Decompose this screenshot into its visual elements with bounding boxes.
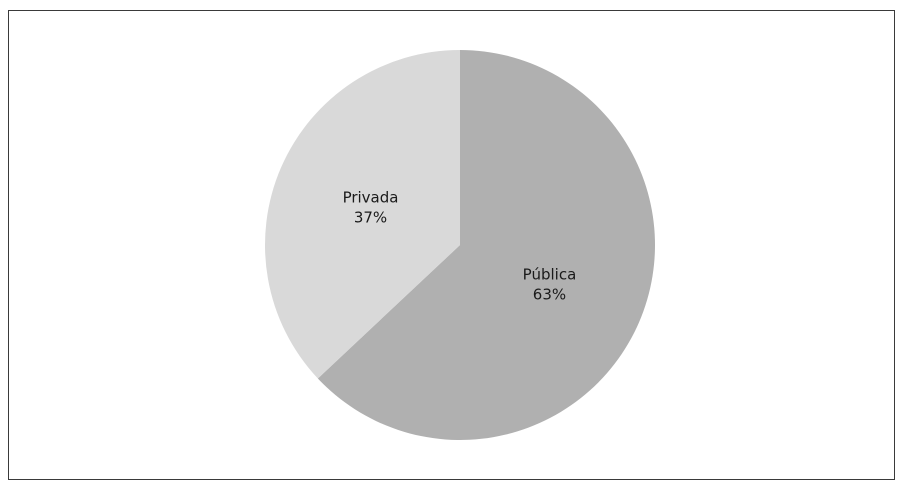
pie-slice-pública [317,50,655,440]
pie-slice-label: Privada 37% [343,188,399,226]
pie-slice-label: Pública 63% [523,266,577,304]
pie-slices [264,50,655,440]
slice-percent-label: 37% [354,208,387,226]
pie-slice-privada [264,50,460,379]
slice-percent-label: 63% [533,286,566,304]
slice-category-label: Privada [343,188,399,206]
slice-category-label: Pública [523,266,577,284]
pie-labels: Pública 63% Privada 37% [343,188,577,303]
